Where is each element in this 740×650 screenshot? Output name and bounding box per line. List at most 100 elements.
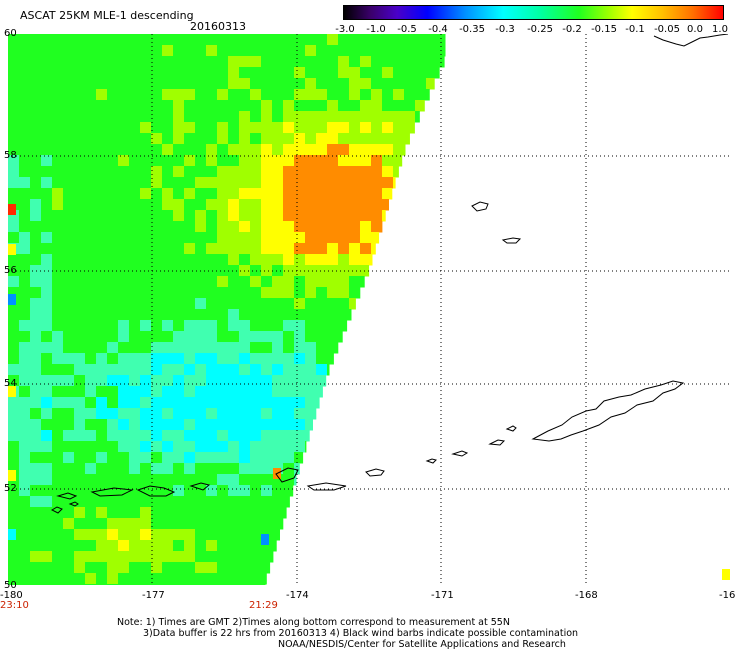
wind-cell [52, 562, 64, 574]
wind-cell [118, 276, 130, 288]
wind-cell [173, 518, 185, 530]
wind-cell [118, 89, 130, 101]
wind-cell [19, 34, 31, 46]
wind-cell [107, 397, 119, 409]
wind-cell [41, 309, 53, 321]
wind-cell [41, 34, 53, 46]
wind-cell [206, 287, 218, 299]
wind-cell [173, 375, 185, 387]
wind-cell [283, 287, 295, 299]
wind-cell [217, 529, 229, 541]
wind-cell [74, 89, 86, 101]
wind-cell [162, 518, 174, 530]
wind-cell [8, 155, 20, 167]
wind-cell [228, 397, 240, 409]
wind-cell [140, 419, 152, 431]
wind-cell [74, 375, 86, 387]
wind-cell [74, 298, 86, 310]
wind-cell [63, 78, 75, 90]
wind-cell [184, 232, 196, 244]
wind-cell [393, 89, 405, 101]
wind-cell [261, 155, 273, 167]
wind-cell [74, 463, 86, 475]
note-line-1: Note: 1) Times are GMT 2)Times along bot… [117, 617, 510, 628]
wind-cell [85, 496, 97, 508]
wind-cell [393, 67, 405, 79]
wind-cell [195, 551, 207, 563]
wind-cell [107, 364, 119, 376]
wind-cell [19, 177, 31, 189]
wind-cell [140, 518, 152, 530]
wind-cell [206, 584, 218, 585]
wind-cell [217, 122, 229, 134]
wind-cell [85, 221, 97, 233]
wind-cell [30, 265, 42, 277]
wind-cell [52, 375, 64, 387]
wind-cell [129, 221, 141, 233]
wind-cell [195, 111, 207, 123]
wind-cell [41, 573, 53, 585]
wind-cell [107, 78, 119, 90]
wind-cell [382, 67, 394, 79]
wind-cell [118, 562, 130, 574]
wind-cell [184, 254, 196, 266]
wind-cell [184, 584, 196, 585]
wind-cell [173, 243, 185, 255]
wind-cell [272, 298, 284, 310]
wind-cell [19, 584, 31, 585]
wind-cell [30, 397, 42, 409]
wind-cell [140, 34, 152, 46]
wind-cell [294, 320, 306, 332]
wind-cell [129, 232, 141, 244]
wind-cell [151, 452, 163, 464]
wind-cell [206, 122, 218, 134]
wind-cell [217, 375, 229, 387]
wind-cell [19, 551, 31, 563]
wind-cell [250, 166, 262, 178]
wind-cell [8, 133, 20, 145]
wind-cell [129, 111, 141, 123]
wind-cell [404, 34, 416, 46]
wind-cell [19, 210, 31, 222]
wind-cell [305, 419, 313, 431]
wind-cell [272, 529, 280, 541]
island-near2 [50, 506, 63, 514]
wind-cell [118, 452, 130, 464]
wind-cell [261, 309, 273, 321]
wind-cell [316, 177, 328, 189]
wind-cell [85, 419, 97, 431]
wind-cell [8, 188, 20, 200]
wind-cell [415, 34, 427, 46]
wind-cell [52, 320, 64, 332]
wind-cell [173, 232, 185, 244]
wind-cell [305, 331, 317, 343]
wind-cell [382, 144, 394, 156]
wind-cell [305, 287, 317, 299]
wind-cell [85, 364, 97, 376]
wind-cell [19, 133, 31, 145]
wind-cell [129, 309, 141, 321]
wind-cell [327, 100, 339, 112]
wind-cell [294, 199, 306, 211]
wind-cell [261, 320, 273, 332]
wind-cell [327, 342, 339, 354]
wind-cell [305, 177, 317, 189]
wind-cell [250, 287, 262, 299]
wind-cell [327, 298, 339, 310]
wind-cell [294, 133, 306, 145]
wind-cell [129, 56, 141, 68]
wind-cell [63, 353, 75, 365]
wind-cell [30, 133, 42, 145]
wind-cell [41, 364, 53, 376]
wind-cell [162, 276, 174, 288]
wind-cell [261, 210, 273, 222]
wind-cell [52, 287, 64, 299]
wind-cell [129, 133, 141, 145]
wind-cell [19, 111, 31, 123]
wind-cell [195, 342, 207, 354]
wind-cell [85, 397, 97, 409]
wind-cell [250, 144, 262, 156]
wind-cell [74, 452, 86, 464]
wind-cell [151, 386, 163, 398]
wind-cell [140, 408, 152, 420]
